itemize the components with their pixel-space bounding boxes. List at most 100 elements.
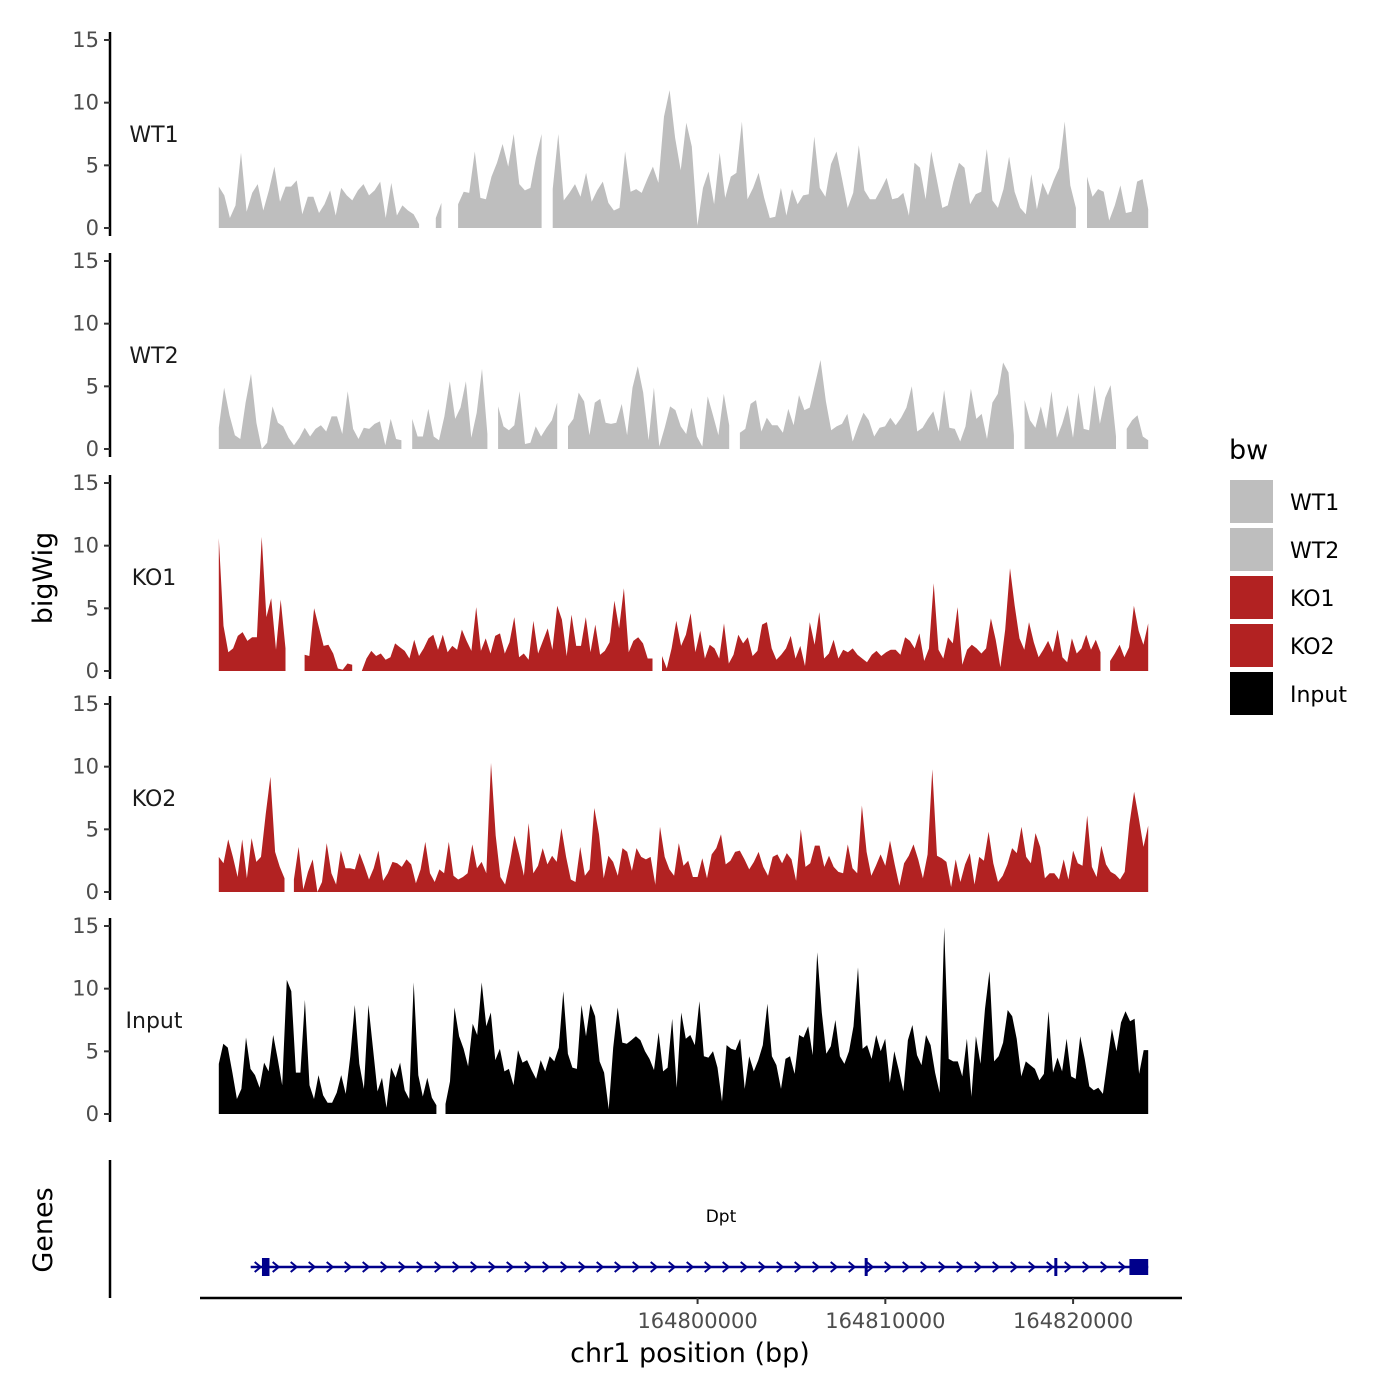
strand-arrow <box>272 1261 281 1273</box>
y-axis-title: bigWig <box>28 532 59 625</box>
strand-arrow <box>416 1261 425 1273</box>
legend-item-ko2: KO2 <box>1228 622 1335 669</box>
legend-item-ko1: KO1 <box>1228 574 1335 621</box>
legend-swatch <box>1228 574 1275 621</box>
legend-label: WT1 <box>1290 491 1339 516</box>
strand-arrow <box>740 1261 749 1273</box>
gene-exon <box>1054 1258 1058 1276</box>
strand-arrow <box>290 1261 299 1273</box>
strand-arrow <box>866 1261 875 1273</box>
track-wt2: 0 5 10 15 WT2 <box>72 249 1149 461</box>
x-tick-label: 164800000 <box>637 1309 757 1333</box>
strand-arrow <box>884 1261 893 1273</box>
strand-arrow <box>920 1261 929 1273</box>
legend-label: KO1 <box>1290 587 1335 612</box>
track-area-input <box>218 927 1149 1114</box>
strand-arrow <box>776 1261 785 1273</box>
legend: WT1 WT2 KO1 KO2 Input <box>1228 478 1347 717</box>
legend-swatch <box>1228 526 1275 573</box>
strand-arrow <box>434 1261 443 1273</box>
strand-arrow <box>344 1261 353 1273</box>
y-tick-label: 10 <box>72 91 99 115</box>
y-tick-label: 5 <box>86 817 99 841</box>
y-tick-label: 10 <box>72 755 99 779</box>
legend-swatch <box>1228 670 1275 717</box>
gene-exon <box>261 1258 270 1276</box>
y-tick-label: 15 <box>72 28 99 52</box>
strand-arrow <box>974 1261 983 1273</box>
y-tick-label: 10 <box>72 534 99 558</box>
strand-arrow <box>812 1261 821 1273</box>
strand-arrow <box>542 1261 551 1273</box>
strand-arrow <box>560 1261 569 1273</box>
strand-arrow <box>524 1261 533 1273</box>
y-tick-label: 5 <box>86 153 99 177</box>
track-label-wt2: WT2 <box>129 344 178 369</box>
y-tick-label: 0 <box>86 1102 99 1126</box>
gene-axis-title: Genes <box>28 1187 59 1272</box>
strand-arrow <box>758 1261 767 1273</box>
y-tick-label: 10 <box>72 977 99 1001</box>
track-ko2: 0 5 10 15 KO2 <box>72 692 1149 904</box>
strand-arrow <box>1028 1261 1037 1273</box>
strand-arrow <box>398 1261 407 1273</box>
gene-exon <box>1129 1259 1149 1275</box>
strand-arrow <box>488 1261 497 1273</box>
y-tick-label: 0 <box>86 437 99 461</box>
strand-arrow <box>596 1261 605 1273</box>
y-tick-label: 10 <box>72 312 99 336</box>
track-area-ko1 <box>218 536 1149 671</box>
track-label-input: Input <box>126 1009 183 1034</box>
y-tick-label: 15 <box>72 914 99 938</box>
strand-arrow <box>452 1261 461 1273</box>
strand-arrow <box>1064 1261 1073 1273</box>
strand-arrow <box>704 1261 713 1273</box>
y-tick-label: 15 <box>72 471 99 495</box>
gene-track <box>108 1160 1149 1298</box>
legend-item-wt2: WT2 <box>1228 526 1339 573</box>
x-axis-title: chr1 position (bp) <box>570 1338 810 1369</box>
strand-arrow <box>1118 1261 1127 1273</box>
gene-label: Dpt <box>706 1207 737 1227</box>
strand-arrow <box>956 1261 965 1273</box>
strand-arrow <box>470 1261 479 1273</box>
strand-arrow <box>794 1261 803 1273</box>
strand-arrow <box>578 1261 587 1273</box>
x-tick-label: 164820000 <box>1013 1309 1133 1333</box>
strand-arrow <box>848 1261 857 1273</box>
track-label-ko2: KO2 <box>132 787 177 812</box>
legend-label: KO2 <box>1290 635 1335 660</box>
legend-swatch <box>1228 622 1275 669</box>
track-label-ko1: KO1 <box>132 566 177 591</box>
y-tick-label: 15 <box>72 692 99 716</box>
track-input: 0 5 10 15 Input <box>72 914 1149 1126</box>
track-wt1: 0 5 10 15 WT1 <box>72 28 1149 240</box>
x-axis: 164800000 164810000 164820000 <box>200 1296 1182 1333</box>
track-area-ko2 <box>218 762 1149 892</box>
legend-item-input: Input <box>1228 670 1347 717</box>
x-tick-label: 164810000 <box>825 1309 945 1333</box>
strand-arrow <box>992 1261 1001 1273</box>
y-tick-label: 0 <box>86 659 99 683</box>
strand-arrow <box>632 1261 641 1273</box>
legend-label: Input <box>1290 683 1347 708</box>
track-label-wt1: WT1 <box>129 123 178 148</box>
strand-arrow <box>938 1261 947 1273</box>
strand-arrow <box>902 1261 911 1273</box>
coverage-tracks: 0 5 10 15 WT1 0 5 10 15 WT2 0 5 10 15 KO1 0 5 10 15 KO2 0 5 10… <box>72 28 1149 1126</box>
legend-item-wt1: WT1 <box>1228 478 1339 525</box>
strand-arrow <box>380 1261 389 1273</box>
strand-arrow <box>362 1261 371 1273</box>
strand-arrow <box>506 1261 515 1273</box>
track-area-wt2 <box>218 360 1149 449</box>
strand-arrow <box>722 1261 731 1273</box>
legend-label: WT2 <box>1290 539 1339 564</box>
strand-arrow <box>308 1261 317 1273</box>
track-ko1: 0 5 10 15 KO1 <box>72 471 1149 683</box>
strand-arrow <box>1010 1261 1019 1273</box>
strand-arrow <box>650 1261 659 1273</box>
legend-title: bw <box>1229 435 1268 466</box>
y-tick-label: 0 <box>86 216 99 240</box>
y-tick-label: 5 <box>86 596 99 620</box>
